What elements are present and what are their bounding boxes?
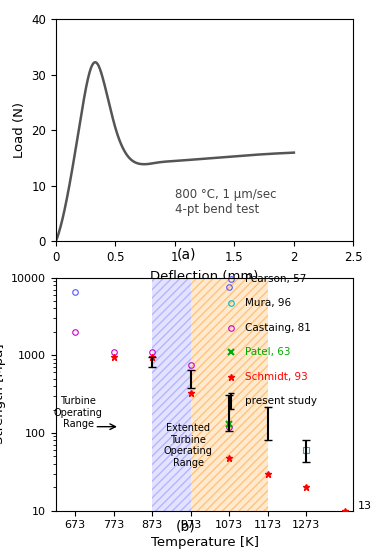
- Bar: [191, 200, 268, 555]
- Text: 137: 137: [358, 501, 372, 511]
- Bar: [152, 200, 191, 555]
- Y-axis label: Strength [Mpa]: Strength [Mpa]: [0, 344, 6, 445]
- X-axis label: Deflection (mm): Deflection (mm): [150, 270, 259, 282]
- Text: Extented
Turbine
Operating
Range: Extented Turbine Operating Range: [164, 423, 213, 468]
- Bar: [152, 200, 191, 555]
- Text: present study: present study: [245, 396, 317, 406]
- Text: Castaing, 81: Castaing, 81: [245, 322, 311, 332]
- Text: Turbine
Operating
Range: Turbine Operating Range: [54, 396, 103, 430]
- Text: Schmidt, 93: Schmidt, 93: [245, 371, 308, 382]
- Text: Mura, 96: Mura, 96: [245, 298, 291, 308]
- Text: (a): (a): [176, 247, 196, 261]
- Text: 800 °C, 1 μm/sec
4-pt bend test: 800 °C, 1 μm/sec 4-pt bend test: [175, 189, 276, 216]
- Bar: [191, 200, 268, 555]
- Text: Pearson, 57: Pearson, 57: [245, 274, 306, 284]
- X-axis label: Temperature [K]: Temperature [K]: [151, 536, 259, 549]
- Y-axis label: Load (N): Load (N): [13, 103, 26, 158]
- Text: (b): (b): [176, 519, 196, 533]
- Text: Patel, 63: Patel, 63: [245, 347, 290, 357]
